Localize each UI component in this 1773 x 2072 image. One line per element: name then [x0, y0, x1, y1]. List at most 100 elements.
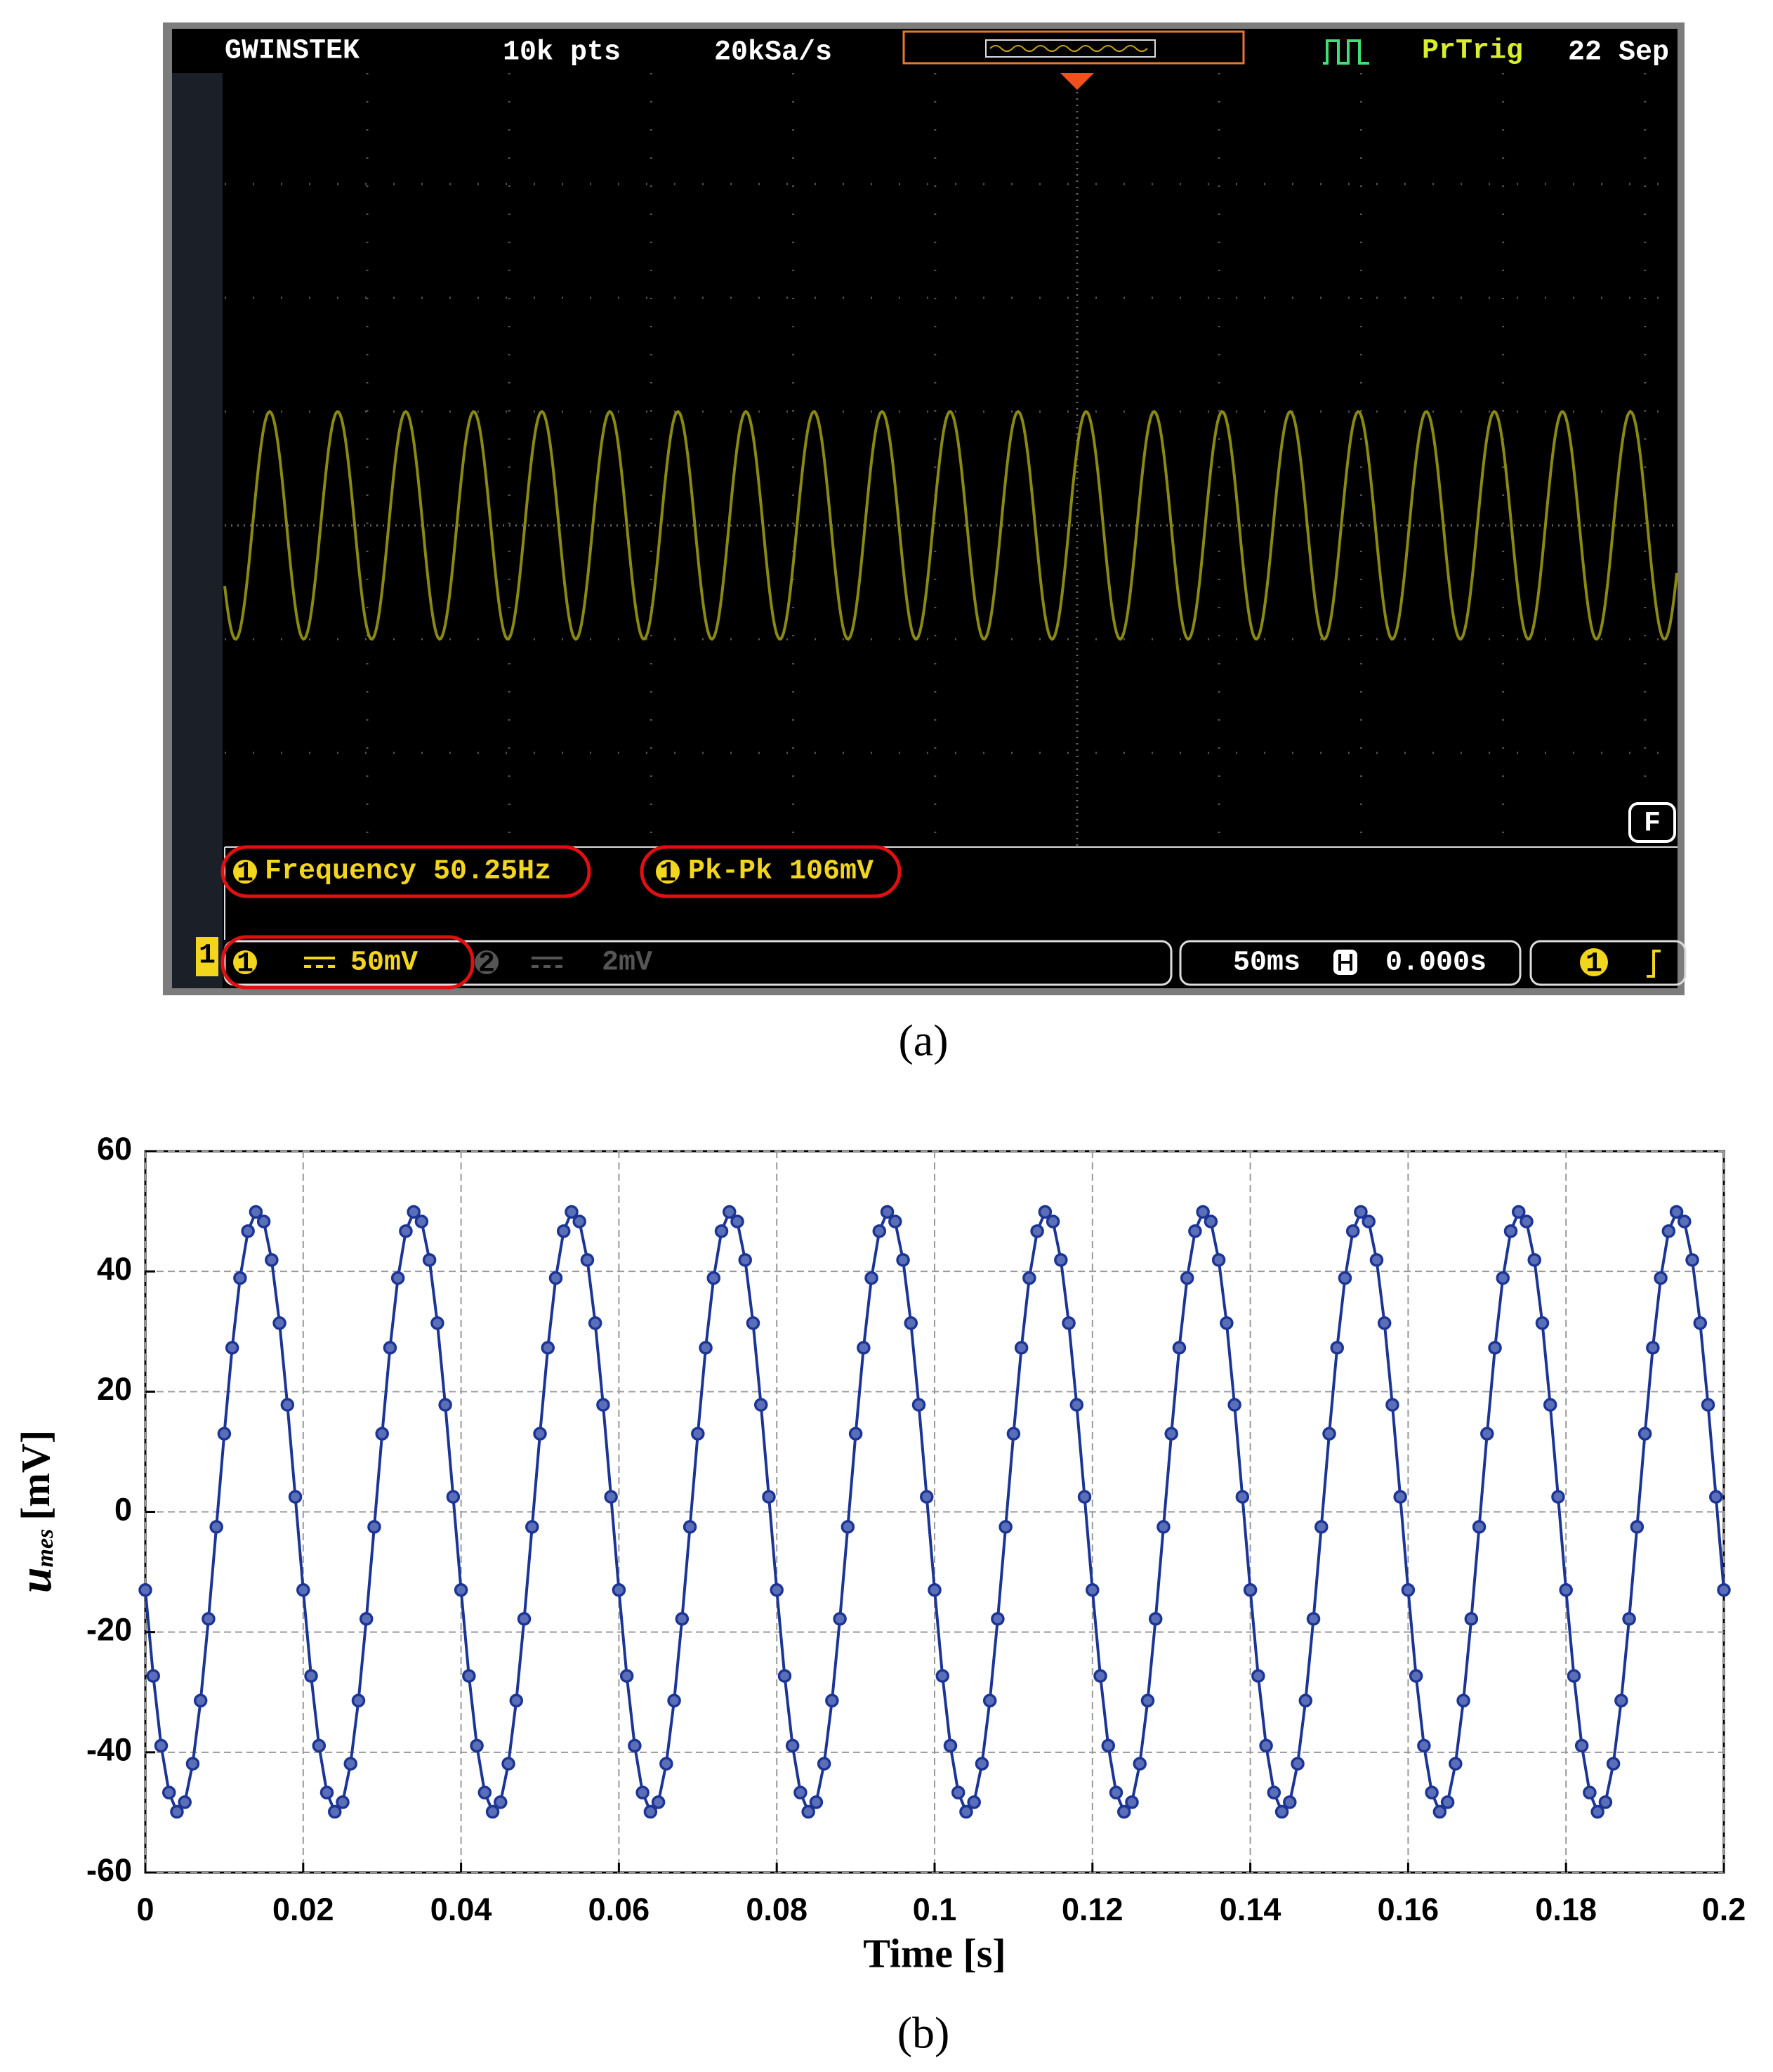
channel-scale: 2mV	[602, 948, 652, 979]
y-tick-label: -20	[86, 1612, 132, 1648]
data-point	[1069, 1398, 1084, 1412]
channel-scale: 50mV	[350, 948, 418, 979]
data-point	[1109, 1785, 1123, 1799]
data-point	[170, 1804, 184, 1819]
data-point	[1701, 1398, 1715, 1412]
data-point	[272, 1316, 286, 1330]
data-point	[154, 1738, 169, 1753]
data-point	[888, 1214, 902, 1228]
y-axis-label: umes [mV]	[10, 1430, 61, 1593]
data-point	[730, 1214, 744, 1228]
data-point	[738, 1253, 752, 1267]
data-point	[1385, 1398, 1399, 1412]
timebase: 50ms	[1233, 948, 1300, 979]
data-point	[1567, 1669, 1581, 1683]
channel-icon	[475, 950, 499, 974]
data-point	[920, 1490, 934, 1504]
data-point	[777, 1669, 792, 1683]
data-point	[367, 1520, 381, 1534]
scope-trace	[223, 409, 1678, 641]
data-point	[619, 1669, 634, 1683]
data-point	[1669, 1205, 1684, 1219]
data-point	[991, 1612, 1005, 1626]
horizontal-icon-glyph	[1338, 954, 1352, 971]
data-point	[343, 1757, 357, 1771]
data-point	[1345, 1224, 1360, 1238]
data-point	[1622, 1612, 1636, 1626]
data-point	[319, 1785, 334, 1799]
data-point	[1377, 1316, 1392, 1330]
channel-box	[223, 940, 1173, 986]
data-point	[864, 1271, 878, 1285]
data-point	[138, 1583, 152, 1597]
data-point	[1267, 1785, 1281, 1799]
data-point	[1038, 1205, 1053, 1219]
channel-icon	[1580, 948, 1608, 976]
data-point	[1259, 1738, 1273, 1753]
data-point	[825, 1693, 839, 1707]
data-point	[1527, 1253, 1541, 1267]
data-point	[1717, 1583, 1731, 1597]
data-point	[643, 1804, 658, 1819]
data-point	[328, 1804, 342, 1819]
screen	[172, 29, 1678, 988]
data-point	[1077, 1490, 1092, 1504]
data-point	[683, 1520, 697, 1534]
data-point	[1148, 1612, 1163, 1626]
data-point	[1298, 1693, 1313, 1707]
data-point	[801, 1804, 815, 1819]
data-point	[904, 1316, 918, 1330]
record-length: 10k pts	[503, 37, 621, 69]
x-tick-label: 0.02	[272, 1891, 334, 1927]
x-tick-label: 0.2	[1702, 1891, 1746, 1927]
data-point	[193, 1693, 208, 1707]
data-point	[470, 1738, 484, 1753]
data-point	[612, 1583, 626, 1597]
y-tick-label: 60	[97, 1131, 132, 1167]
data-point	[494, 1795, 508, 1809]
data-point	[604, 1490, 618, 1504]
data-point	[1014, 1341, 1029, 1355]
trigger-edge-icon	[1647, 950, 1661, 978]
data-point	[580, 1253, 595, 1267]
data-point	[1291, 1757, 1305, 1771]
data-point	[1354, 1205, 1368, 1219]
x-tick-label: 0.08	[746, 1891, 808, 1927]
data-point	[1543, 1398, 1557, 1412]
measurement: Frequency 50.25Hz	[265, 856, 551, 888]
data-point	[770, 1583, 784, 1597]
data-point	[1243, 1583, 1258, 1597]
channel-icon	[233, 860, 257, 884]
data-point	[675, 1612, 690, 1626]
date: 22 Sep	[1568, 37, 1669, 69]
x-tick-label: 0.14	[1220, 1891, 1281, 1927]
data-point	[1338, 1271, 1352, 1285]
data-point	[1449, 1757, 1463, 1771]
highlight	[220, 935, 475, 990]
data-point	[928, 1583, 942, 1597]
data-point	[1030, 1224, 1044, 1238]
y-tick-label: 40	[97, 1251, 132, 1287]
data-point	[793, 1785, 808, 1799]
data-point	[982, 1693, 997, 1707]
sample-rate: 20kSa/s	[714, 37, 832, 69]
data-point	[407, 1205, 421, 1219]
data-point	[596, 1398, 610, 1412]
data-point	[162, 1785, 176, 1799]
data-point	[202, 1612, 216, 1626]
data-point	[1093, 1669, 1107, 1683]
y-label-symbol: u	[10, 1567, 61, 1593]
data-point	[1425, 1785, 1439, 1799]
data-point	[1046, 1214, 1060, 1228]
data-point	[517, 1612, 532, 1626]
data-point	[1235, 1490, 1250, 1504]
data-point	[217, 1427, 232, 1441]
data-point	[390, 1271, 405, 1285]
channel-icon-label: 2	[478, 949, 495, 981]
grid	[145, 1150, 1725, 1873]
data-point	[1164, 1427, 1178, 1441]
data-point	[265, 1253, 279, 1267]
mode: F	[1644, 808, 1661, 840]
data-point	[185, 1757, 200, 1771]
data-point	[485, 1804, 500, 1819]
